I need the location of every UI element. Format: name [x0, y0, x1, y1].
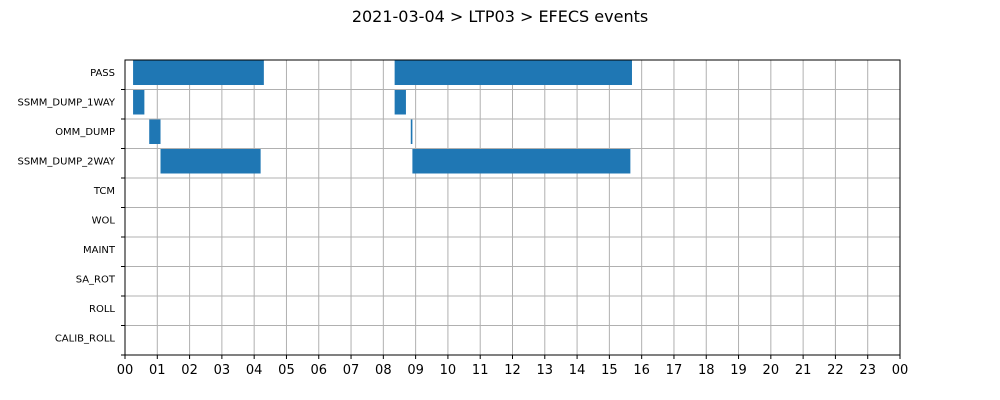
ytick-label: CALIB_ROLL	[55, 333, 116, 344]
ytick-label: WOL	[92, 215, 116, 226]
ytick-label: ROLL	[89, 304, 115, 315]
xtick-label: 14	[569, 363, 586, 378]
xtick-label: 16	[633, 363, 650, 378]
xtick-label: 00	[117, 363, 134, 378]
event-bar	[160, 149, 261, 174]
xtick-label: 07	[343, 363, 360, 378]
bars-layer	[133, 60, 632, 174]
xtick-label: 23	[859, 363, 876, 378]
xtick-label: 18	[698, 363, 715, 378]
y-axis: PASS SSMM_DUMP_1WAY OMM_DUMP SSMM_DUMP_2WAY…	[17, 68, 125, 356]
x-axis: 00 01 02 03 04 05 06 07 08 09 10 11 12 13 14 15 16 17 18 19…	[117, 355, 909, 378]
ytick-label: SSMM_DUMP_1WAY	[17, 97, 115, 108]
xtick-label: 03	[214, 363, 231, 378]
xtick-label: 02	[181, 363, 198, 378]
ytick-label: SA_ROT	[76, 274, 116, 285]
xtick-label: 11	[472, 363, 489, 378]
xtick-label: 09	[407, 363, 424, 378]
ytick-label: OMM_DUMP	[55, 127, 115, 138]
event-bar	[149, 119, 161, 144]
ytick-label: SSMM_DUMP_2WAY	[17, 156, 115, 167]
event-bar	[133, 60, 264, 85]
xtick-label: 17	[666, 363, 683, 378]
xtick-label: 15	[601, 363, 618, 378]
ytick-label: MAINT	[83, 245, 116, 256]
ytick-label: PASS	[90, 68, 115, 79]
ytick-label: TCM	[93, 186, 115, 197]
event-bar	[394, 60, 632, 85]
event-bar	[412, 149, 631, 174]
xtick-label: 20	[763, 363, 780, 378]
xtick-label: 12	[504, 363, 521, 378]
xtick-label: 22	[827, 363, 844, 378]
grid-layer	[124, 60, 901, 355]
event-bar	[133, 90, 145, 115]
xtick-label: 19	[730, 363, 747, 378]
event-bar	[410, 119, 413, 144]
xtick-label: 06	[310, 363, 327, 378]
xtick-label: 00	[892, 363, 909, 378]
xtick-label: 10	[440, 363, 457, 378]
xtick-label: 04	[246, 363, 263, 378]
chart-title: 2021-03-04 > LTP03 > EFECS events	[352, 7, 648, 26]
event-bar	[394, 90, 406, 115]
xtick-label: 21	[795, 363, 812, 378]
xtick-label: 01	[149, 363, 166, 378]
xtick-label: 05	[278, 363, 295, 378]
xtick-label: 08	[375, 363, 392, 378]
xtick-label: 13	[537, 363, 554, 378]
